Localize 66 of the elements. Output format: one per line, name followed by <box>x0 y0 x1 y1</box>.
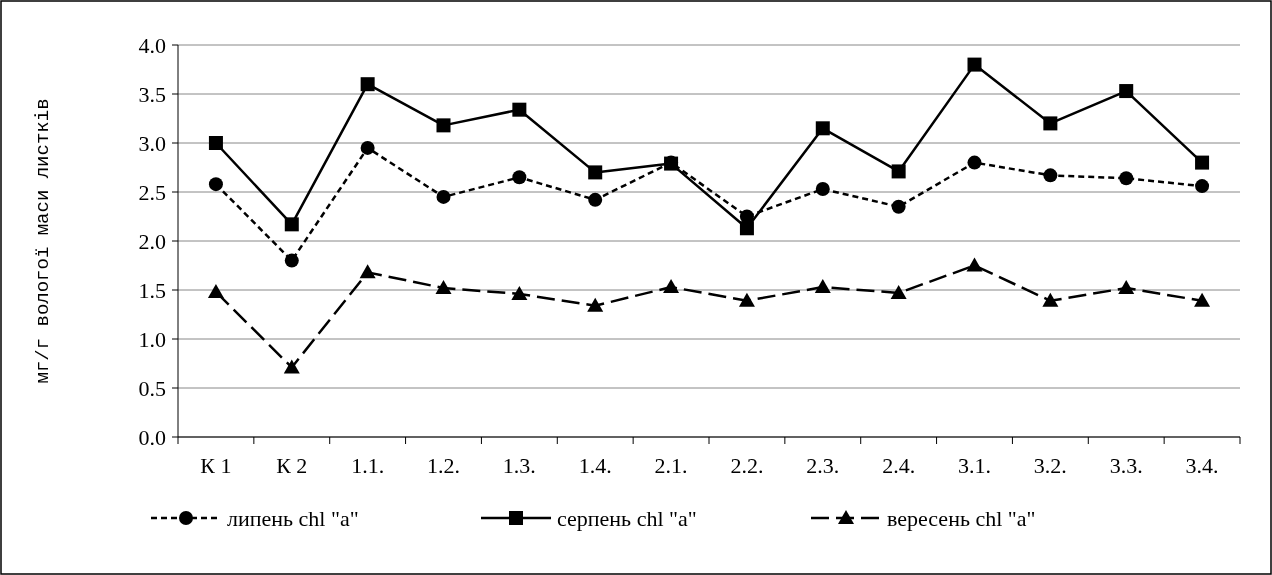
y-tick-label: 2.5 <box>138 179 166 205</box>
legend-label: липень chl "a" <box>227 505 359 531</box>
x-tick-label: 1.2. <box>427 453 460 478</box>
point <box>663 279 680 294</box>
y-tick-label: 3.5 <box>138 81 166 107</box>
x-tick-label: 2.4. <box>882 453 916 478</box>
y-tick-label: 3.0 <box>138 130 166 156</box>
point <box>359 264 376 279</box>
point <box>360 77 375 92</box>
y-axis-title: мг/г вологої маси листків <box>32 98 54 384</box>
point <box>1043 116 1058 131</box>
point <box>360 140 375 155</box>
point <box>967 57 982 72</box>
point <box>588 165 603 180</box>
point <box>208 177 223 192</box>
x-tick-label: 2.1. <box>654 453 688 478</box>
x-tick-label: 3.4. <box>1185 453 1219 478</box>
point <box>738 292 755 307</box>
point <box>814 279 831 294</box>
point <box>815 182 830 197</box>
y-tick-label: 2.0 <box>138 228 166 254</box>
point <box>1118 280 1135 295</box>
point <box>1194 292 1211 307</box>
legend-label: серпень chl "a" <box>557 505 697 531</box>
point <box>436 118 451 133</box>
point <box>739 221 754 236</box>
point <box>1119 171 1134 186</box>
point <box>208 136 223 150</box>
point <box>284 253 299 268</box>
y-tick-label: 1.0 <box>138 326 166 352</box>
point <box>1043 168 1058 183</box>
point <box>890 284 907 299</box>
point <box>1195 179 1210 194</box>
x-tick-label: 3.3. <box>1109 453 1143 478</box>
point <box>207 283 224 298</box>
point <box>436 189 451 204</box>
point <box>967 155 982 170</box>
point <box>512 170 527 185</box>
x-tick-label: К 2 <box>276 453 308 478</box>
x-tick-label: 3.1. <box>958 453 991 478</box>
point <box>1042 292 1059 307</box>
point <box>891 164 906 179</box>
point <box>435 280 452 295</box>
x-tick-label: 1.1. <box>351 453 385 478</box>
point <box>283 359 300 374</box>
point <box>284 217 299 232</box>
point <box>588 192 603 207</box>
x-tick-label: 1.3. <box>502 453 536 478</box>
point <box>511 285 528 300</box>
y-tick-label: 0.0 <box>138 424 166 450</box>
x-tick-label: 3.2. <box>1033 453 1067 478</box>
point <box>1119 84 1134 99</box>
legend-label: вересень chl "a" <box>887 505 1036 531</box>
point <box>587 297 604 312</box>
y-tick-label: 4.0 <box>138 32 166 58</box>
point <box>1195 155 1210 170</box>
point <box>966 257 983 272</box>
point <box>891 199 906 214</box>
x-tick-label: 1.4. <box>578 453 612 478</box>
y-tick-label: 0.5 <box>138 375 166 401</box>
point <box>512 102 527 117</box>
x-tick-label: 2.3. <box>806 453 840 478</box>
x-tick-label: К 1 <box>200 453 232 478</box>
point <box>815 121 830 136</box>
y-tick-label: 1.5 <box>138 277 166 303</box>
x-tick-label: 2.2. <box>730 453 764 478</box>
